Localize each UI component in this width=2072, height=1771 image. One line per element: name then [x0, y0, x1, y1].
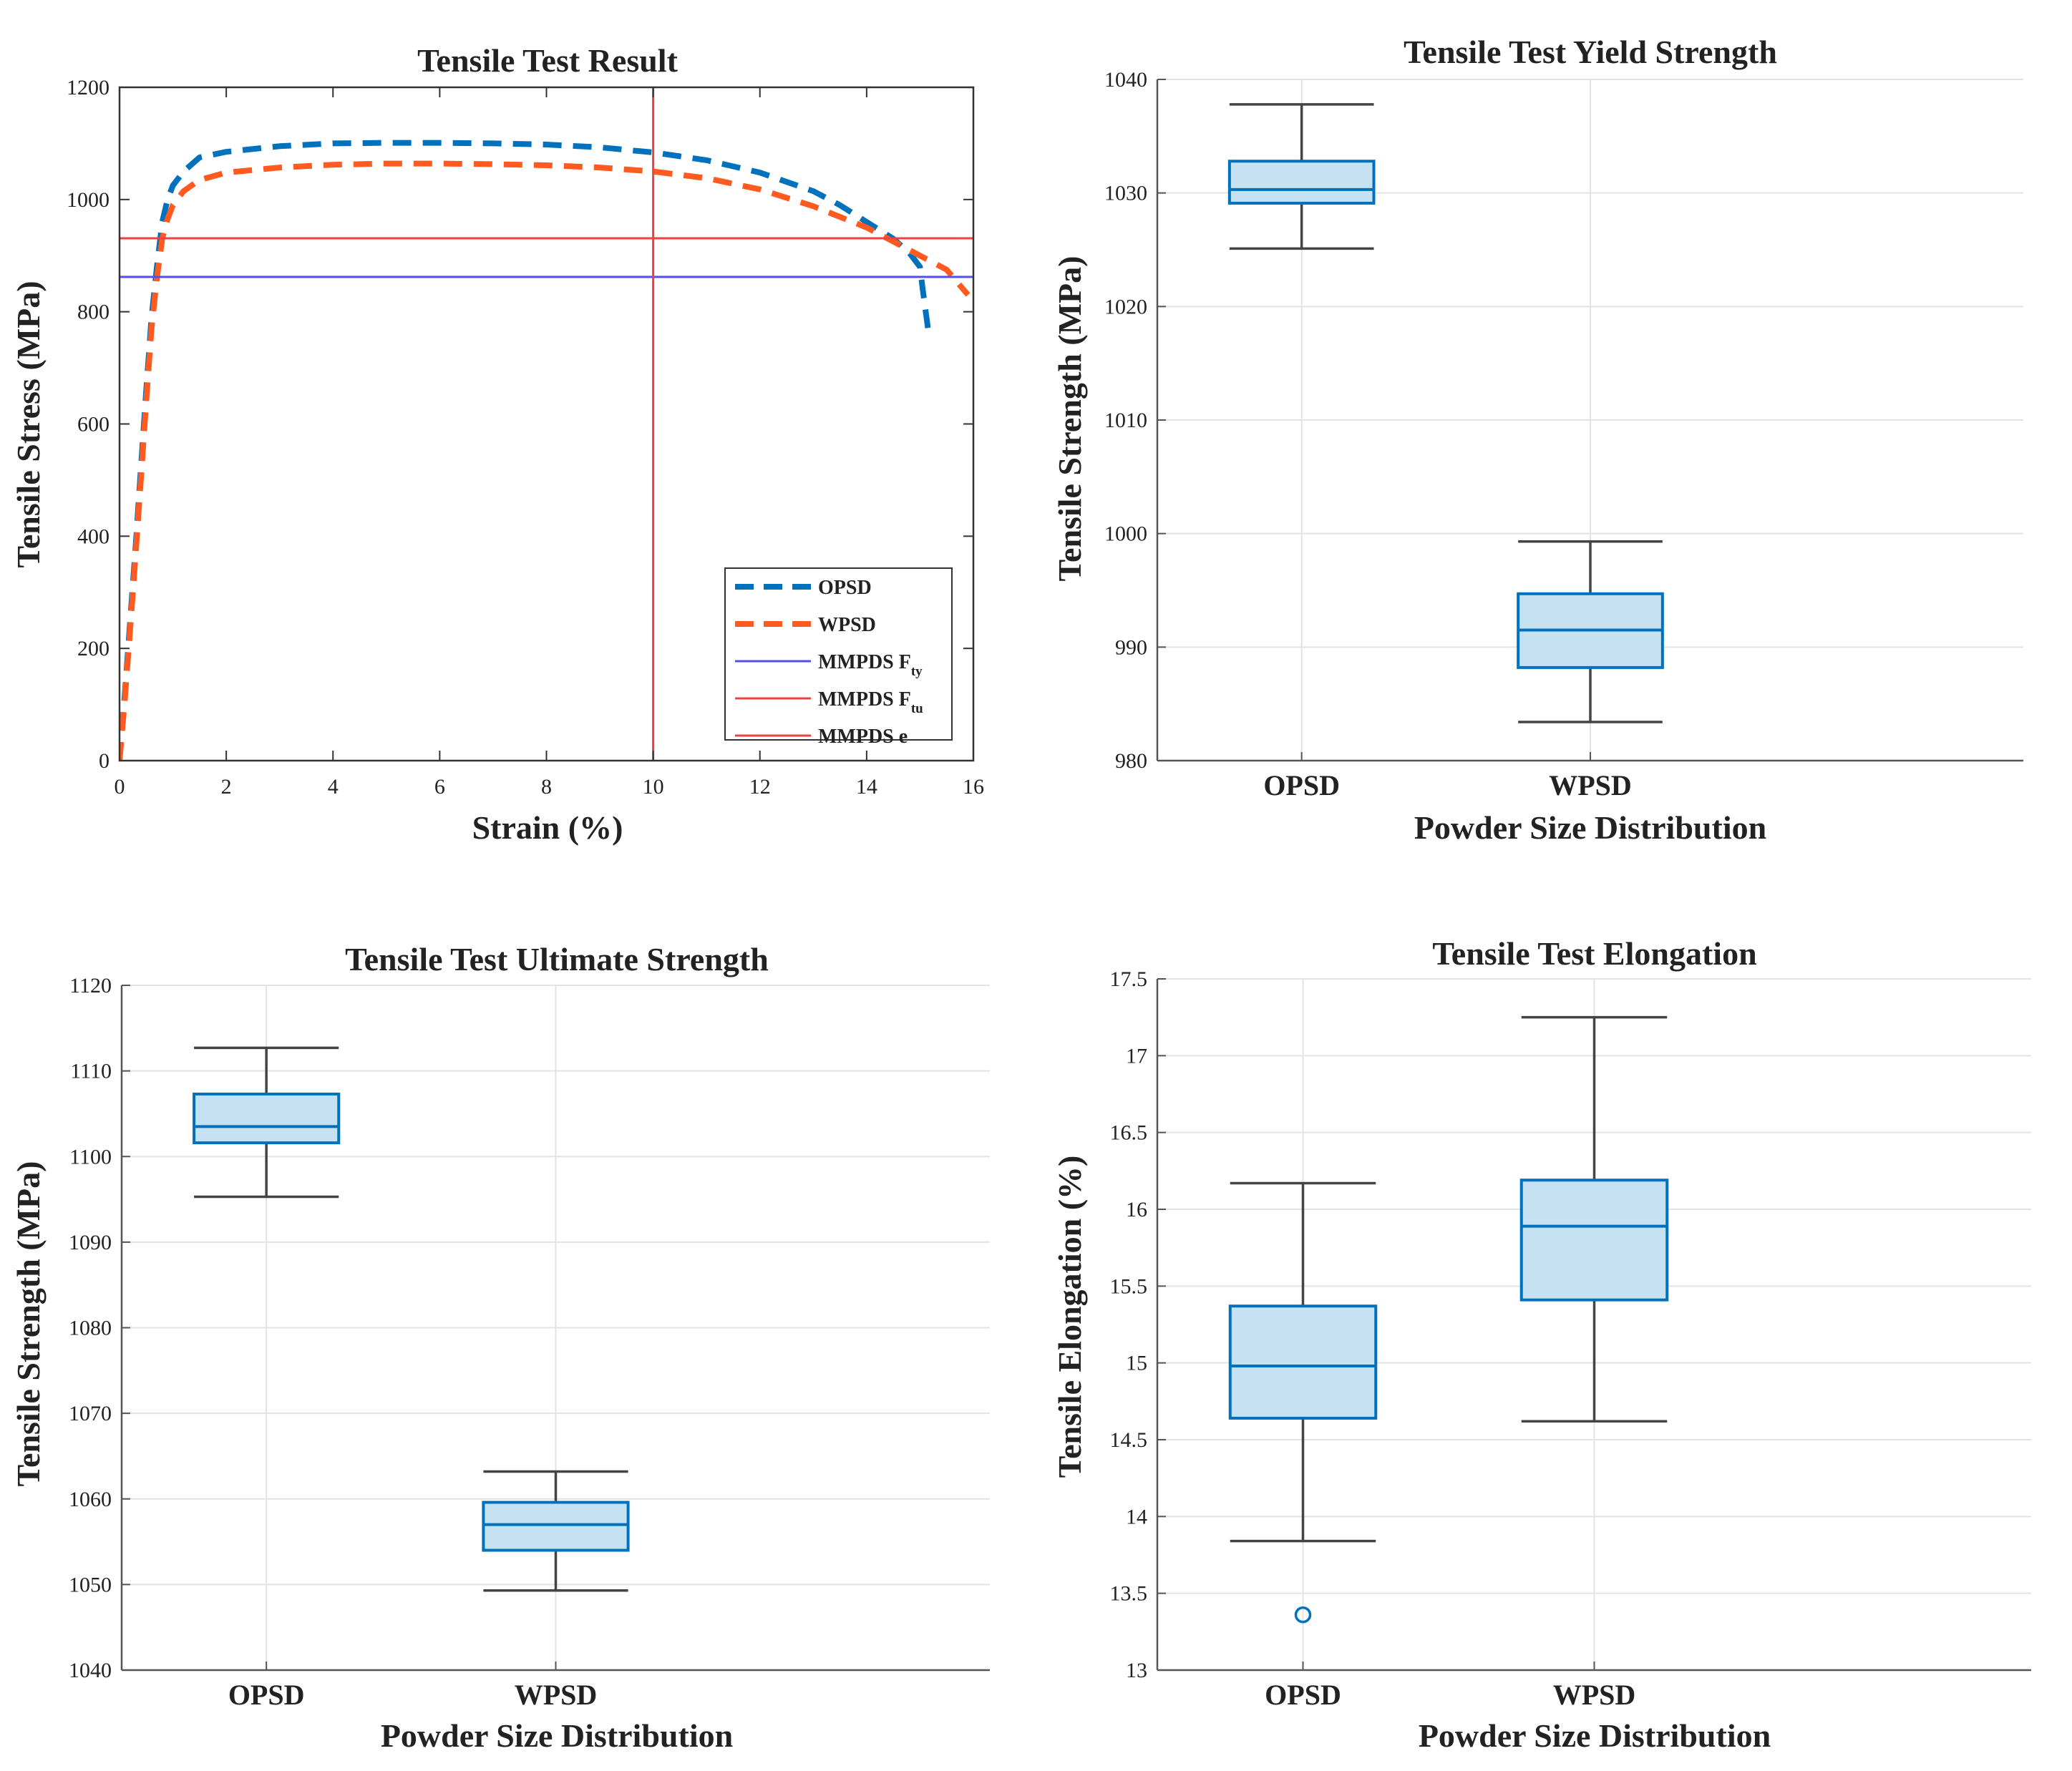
x-tick-label: 14: [856, 775, 877, 799]
y-axis-label: Tensile Elongation (%): [1051, 1156, 1088, 1478]
x-tick-label: OPSD: [1263, 769, 1340, 801]
x-tick-label: WPSD: [1549, 769, 1632, 801]
y-tick-label: 1070: [69, 1402, 112, 1425]
y-tick-label: 1110: [70, 1060, 112, 1083]
box-wpsd: [1517, 540, 1664, 723]
x-tick-label: OPSD: [228, 1679, 305, 1711]
box-iqr: [482, 1501, 630, 1552]
y-tick-label: 14.5: [1110, 1428, 1148, 1452]
y-tick-label: 1000: [67, 188, 110, 212]
x-tick-label: 12: [749, 775, 771, 799]
y-tick-label: 15.5: [1110, 1274, 1148, 1298]
y-tick-label: 1000: [1104, 522, 1147, 546]
y-tick-label: 13: [1126, 1659, 1147, 1682]
y-tick-label: 400: [77, 525, 110, 548]
y-tick-label: 1040: [1104, 68, 1147, 92]
box-opsd: [1227, 103, 1376, 250]
y-tick-label: 1030: [1104, 182, 1147, 205]
box-opsd: [1228, 1181, 1378, 1624]
chart-title: Tensile Test Yield Strength: [1404, 34, 1777, 70]
y-axis-label: Tensile Stress (MPa): [10, 280, 47, 567]
x-tick-label: 6: [434, 775, 445, 799]
x-axis-label: Powder Size Distribution: [1419, 1717, 1771, 1754]
x-axis-label: Strain (%): [472, 809, 623, 846]
x-tick-label: 10: [643, 775, 664, 799]
x-tick-label: WPSD: [515, 1679, 598, 1711]
y-tick-label: 980: [1115, 749, 1147, 773]
panel-ultimate-strength: Tensile Test Ultimate Strength 1040 1050 1…: [10, 941, 990, 1754]
y-tick-label: 1020: [1104, 295, 1147, 318]
box-wpsd: [1519, 1015, 1669, 1423]
y-tick-label: 800: [77, 301, 110, 324]
y-tick-label: 1200: [67, 76, 110, 99]
y-axis-label: Tensile Strength (MPa): [1051, 256, 1088, 582]
series-layer: [120, 87, 973, 761]
box-wpsd: [482, 1470, 630, 1592]
x-tick-label: 0: [115, 775, 125, 799]
y-tick-label: 1010: [1104, 409, 1147, 432]
y-tick-label: 200: [77, 637, 110, 660]
y-tick-label: 17.5: [1110, 967, 1148, 991]
x-tick-label: 16: [963, 775, 984, 799]
series-line-opsd: [120, 140, 931, 761]
y-tick-label: 1060: [69, 1488, 112, 1511]
panel-yield-strength: Tensile Test Yield Strength 980 990 1000 10…: [1051, 34, 2023, 846]
chart-title: Tensile Test Ultimate Strength: [345, 941, 769, 977]
legend-label: WPSD: [818, 614, 876, 636]
y-tick-label: 14: [1126, 1505, 1147, 1528]
legend-label: OPSD: [818, 577, 872, 599]
y-tick-label: 1120: [69, 974, 112, 997]
box-iqr: [1519, 1179, 1669, 1302]
box-opsd: [193, 1046, 341, 1199]
panel-elongation: Tensile Test Elongation 13 13.5 14 14.5 15 15…: [1051, 935, 2031, 1754]
y-tick-label: 0: [99, 749, 110, 773]
y-tick-label: 1050: [69, 1573, 112, 1596]
chart-title: Tensile Test Result: [417, 42, 678, 79]
series-line-wpsd: [120, 160, 971, 761]
x-axis-label: Powder Size Distribution: [381, 1717, 733, 1754]
y-tick-label: 13.5: [1110, 1582, 1148, 1606]
x-tick-label: 4: [328, 775, 339, 799]
y-tick-label: 1040: [69, 1659, 112, 1682]
legend-box: [724, 567, 953, 741]
x-tick-label: 2: [221, 775, 232, 799]
outlier-point: [1294, 1606, 1312, 1624]
x-axis-label: Powder Size Distribution: [1414, 809, 1766, 846]
box-iqr: [1228, 1304, 1378, 1420]
x-tick-label: OPSD: [1265, 1679, 1341, 1711]
panel-tensile-result: Tensile Test Result 0 2 4 6 8 10 12 14 16 0 200 400…: [10, 42, 984, 846]
y-axis-label: Tensile Strength (MPa): [10, 1161, 47, 1487]
y-tick-label: 1090: [69, 1231, 112, 1254]
y-tick-label: 600: [77, 413, 110, 436]
box-iqr: [1227, 160, 1376, 205]
chart-title: Tensile Test Elongation: [1432, 935, 1756, 972]
y-tick-label: 15: [1126, 1352, 1147, 1375]
x-tick-label: 8: [541, 775, 552, 799]
y-tick-label: 16: [1126, 1198, 1147, 1221]
y-tick-label: 17: [1126, 1044, 1147, 1068]
y-tick-label: 1080: [69, 1317, 112, 1340]
legend-label: MMPDS e: [818, 726, 908, 748]
y-tick-label: 16.5: [1110, 1121, 1148, 1145]
x-tick-label: WPSD: [1553, 1679, 1636, 1711]
box-iqr: [193, 1092, 341, 1145]
y-tick-label: 990: [1115, 635, 1147, 659]
y-tick-label: 1100: [69, 1145, 112, 1169]
